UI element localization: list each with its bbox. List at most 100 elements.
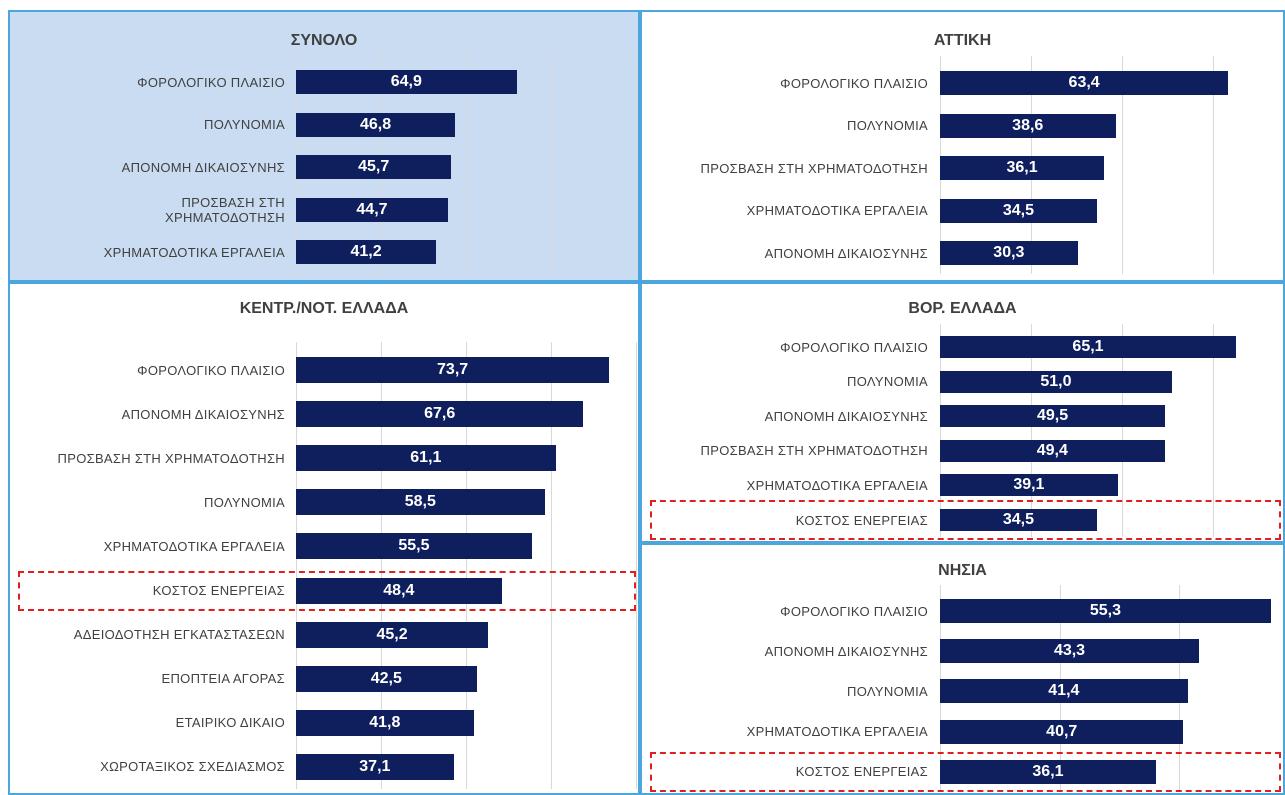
bar: [296, 753, 454, 780]
category-label: ΠΡΟΣΒΑΣΗ ΣΤΗ ΧΡΗΜΑΤΟΔΟΤΗΣΗ: [165, 194, 285, 225]
value-label: 42,5: [370, 669, 402, 687]
category-label: ΑΔΕΙΟΔΟΤΗΣΗ ΕΓΚΑΤΑΣΤΑΣΕΩΝ: [73, 627, 285, 643]
category-label: ΠΡΟΣΒΑΣΗ ΣΤΗ ΧΡΗΜΑΤΟΔΟΤΗΣΗ: [57, 450, 285, 466]
value-label: 41,2: [350, 243, 382, 260]
value-label: 36,1: [1032, 762, 1064, 780]
value-label: 34,5: [1002, 511, 1034, 528]
category-label: ΦΟΡΟΛΟΓΙΚΟ ΠΛΑΙΣΙΟ: [780, 75, 928, 91]
category-label: ΑΠΟΝΟΜΗ ΔΙΚΑΙΟΣΥΝΗΣ: [121, 406, 285, 422]
category-label: ΑΠΟΝΟΜΗ ΔΙΚΑΙΟΣΥΝΗΣ: [764, 408, 928, 424]
category-label: ΠΟΛΥΝΟΜΙΑ: [847, 118, 928, 133]
bar: [296, 533, 532, 560]
grid-line: [636, 54, 637, 274]
bar: [940, 599, 1271, 623]
chart-title: ΑΤΤΙΚΗ: [933, 32, 992, 49]
highlight-box: [18, 570, 636, 611]
value-label: 65,1: [1072, 338, 1104, 355]
category-label: ΦΟΡΟΛΟΓΙΚΟ ΠΛΑΙΣΙΟ: [137, 74, 285, 90]
bar: [940, 439, 1165, 462]
bar: [940, 113, 1116, 138]
category-label: ΠΟΛΥΝΟΜΙΑ: [204, 494, 285, 510]
bar: [940, 639, 1200, 664]
value-label: 36,1: [1006, 159, 1038, 176]
grid-line: [636, 341, 637, 789]
value-label: 39,1: [1013, 476, 1045, 494]
grid-line: [551, 54, 552, 274]
value-label: 45,7: [358, 158, 390, 175]
chart-title: ΒΟΡ. ΕΛΛΑΔΑ: [908, 300, 1017, 317]
value-label: 37,1: [359, 757, 391, 775]
chart-title: ΝΗΣΙΑ: [938, 562, 987, 579]
category-label: ΦΟΡΟΛΟΓΙΚΟ ΠΛΑΙΣΙΟ: [780, 603, 928, 619]
category-label: ΚΟΣΤΟΣ ΕΝΕΡΓΕΙΑΣ: [152, 583, 285, 598]
bar: [940, 509, 1097, 531]
grid-line: [1030, 323, 1032, 538]
category-label: ΚΟΣΤΟΣ ΕΝΕΡΓΕΙΑΣ: [795, 512, 928, 528]
chart-title: ΚΕΝΤΡ./ΝΟΤ. ΕΛΛΑΔΑ: [239, 300, 409, 317]
bar: [296, 70, 517, 94]
bar: [296, 621, 489, 648]
bar: [296, 112, 456, 137]
bar: [296, 709, 474, 736]
category-label: ΧΩΡΟΤΑΞΙΚΟΣ ΣΧΕΔΙΑΣΜΟΣ: [100, 759, 285, 775]
value-label: 48,4: [383, 581, 415, 599]
category-label: ΠΡΟΣΒΑΣΗ ΣΤΗ ΧΡΗΜΑΤΟΔΟΤΗΣΗ: [700, 443, 928, 459]
bar: [940, 156, 1105, 180]
grid-line: [940, 323, 941, 538]
value-label: 43,3: [1053, 642, 1086, 660]
category-label: ΠΟΛΥΝΟΜΙΑ: [204, 117, 285, 132]
grid-line: [1121, 323, 1123, 538]
category-label: ΧΡΗΜΑΤΟΔΟΤΙΚΑ ΕΡΓΑΛΕΙΑ: [103, 244, 285, 260]
value-label: 38,6: [1012, 116, 1044, 134]
value-label: 61,1: [410, 449, 442, 467]
bar: [296, 665, 477, 692]
value-label: 41,4: [1048, 682, 1080, 700]
bar: [296, 197, 448, 222]
value-label: 51,0: [1040, 372, 1072, 390]
bar: [940, 759, 1156, 784]
category-label: ΠΟΛΥΝΟΜΙΑ: [847, 374, 928, 390]
value-label: 49,5: [1036, 407, 1069, 425]
value-label: 73,7: [437, 361, 469, 378]
value-label: 55,3: [1089, 602, 1121, 619]
category-label: ΑΠΟΝΟΜΗ ΔΙΚΑΙΟΣΥΝΗΣ: [764, 643, 928, 659]
highlight-box: [650, 751, 1281, 792]
panel: [8, 10, 640, 282]
value-label: 46,8: [359, 115, 392, 133]
bar: [940, 198, 1097, 223]
grid-line: [551, 341, 552, 789]
bar: [940, 405, 1166, 428]
value-label: 55,5: [398, 537, 430, 555]
grid-line: [296, 341, 297, 789]
value-label: 30,3: [993, 244, 1025, 261]
value-label: 45,2: [376, 625, 408, 643]
value-label: 58,5: [404, 493, 436, 511]
category-label: ΦΟΡΟΛΟΓΙΚΟ ΠΛΑΙΣΙΟ: [780, 339, 928, 355]
bar: [296, 577, 502, 604]
highlight-box: [650, 500, 1281, 540]
category-label: ΕΤΑΙΡΙΚΟ ΔΙΚΑΙΟ: [175, 715, 285, 731]
chart-title: ΣΥΝΟΛΟ: [290, 32, 358, 49]
category-label: ΦΟΡΟΛΟΓΙΚΟ ΠΛΑΙΣΙΟ: [137, 362, 285, 378]
bar: [940, 719, 1184, 744]
bar: [296, 155, 452, 179]
panel: [640, 10, 1285, 282]
bar: [940, 679, 1188, 704]
category-label: ΠΡΟΣΒΑΣΗ ΣΤΗ ΧΡΗΜΑΤΟΔΟΤΗΣΗ: [700, 160, 928, 176]
category-label: ΚΟΣΤΟΣ ΕΝΕΡΓΕΙΑΣ: [795, 764, 928, 780]
value-label: 49,4: [1036, 441, 1068, 459]
bar: [296, 240, 437, 264]
category-label: ΑΠΟΝΟΜΗ ΔΙΚΑΙΟΣΥΝΗΣ: [764, 245, 928, 261]
category-label: ΠΟΛΥΝΟΜΙΑ: [847, 683, 928, 699]
value-label: 67,6: [424, 405, 456, 423]
category-label: ΑΠΟΝΟΜΗ ΔΙΚΑΙΟΣΥΝΗΣ: [121, 159, 285, 175]
grid-line: [1212, 323, 1214, 538]
bar: [940, 241, 1078, 265]
value-label: 63,4: [1068, 74, 1100, 91]
bar: [296, 357, 610, 383]
value-label: 64,9: [390, 73, 422, 90]
bar: [296, 401, 584, 428]
grid-line: [381, 341, 382, 789]
category-label: ΧΡΗΜΑΤΟΔΟΤΙΚΑ ΕΡΓΑΛΕΙΑ: [746, 477, 928, 493]
grid-line: [1121, 55, 1123, 275]
